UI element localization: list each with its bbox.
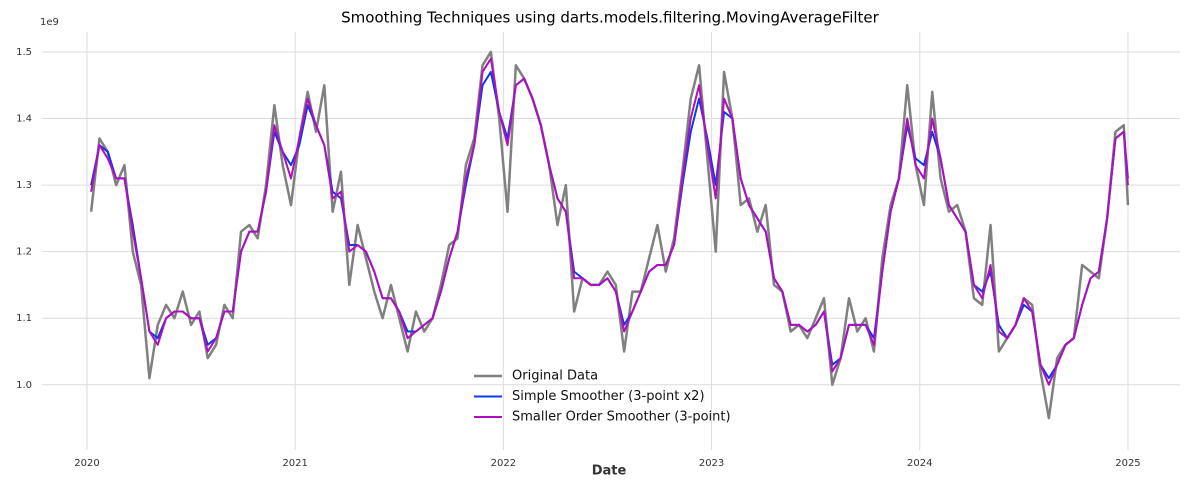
y-tick-label: 1.0 <box>16 380 32 391</box>
y-tick-label: 1.4 <box>16 114 32 125</box>
y-tick-label: 1.3 <box>16 180 32 191</box>
y-tick-label: 1.1 <box>16 313 32 324</box>
legend-label: Original Data <box>512 369 598 384</box>
y-offset-label: 1e9 <box>40 17 59 28</box>
y-tick-label: 1.5 <box>16 47 32 58</box>
y-tick-label: 1.2 <box>16 247 32 258</box>
chart-title: Smoothing Techniques using darts.models.… <box>341 9 879 27</box>
x-tick-label: 2024 <box>907 458 932 469</box>
x-tick-label: 2023 <box>699 458 724 469</box>
series-line <box>90 70 1129 380</box>
x-tick-label: 2022 <box>491 458 516 469</box>
series-line <box>89 50 1130 420</box>
x-tick-label: 2020 <box>74 458 99 469</box>
series-line <box>90 57 1129 386</box>
legend-label: Simple Smoother (3-point x2) <box>512 389 705 404</box>
x-tick-label: 2025 <box>1115 458 1140 469</box>
x-tick-label: 2021 <box>282 458 307 469</box>
x-axis-label: Date <box>592 464 627 479</box>
legend-label: Smaller Order Smoother (3-point) <box>512 410 731 425</box>
